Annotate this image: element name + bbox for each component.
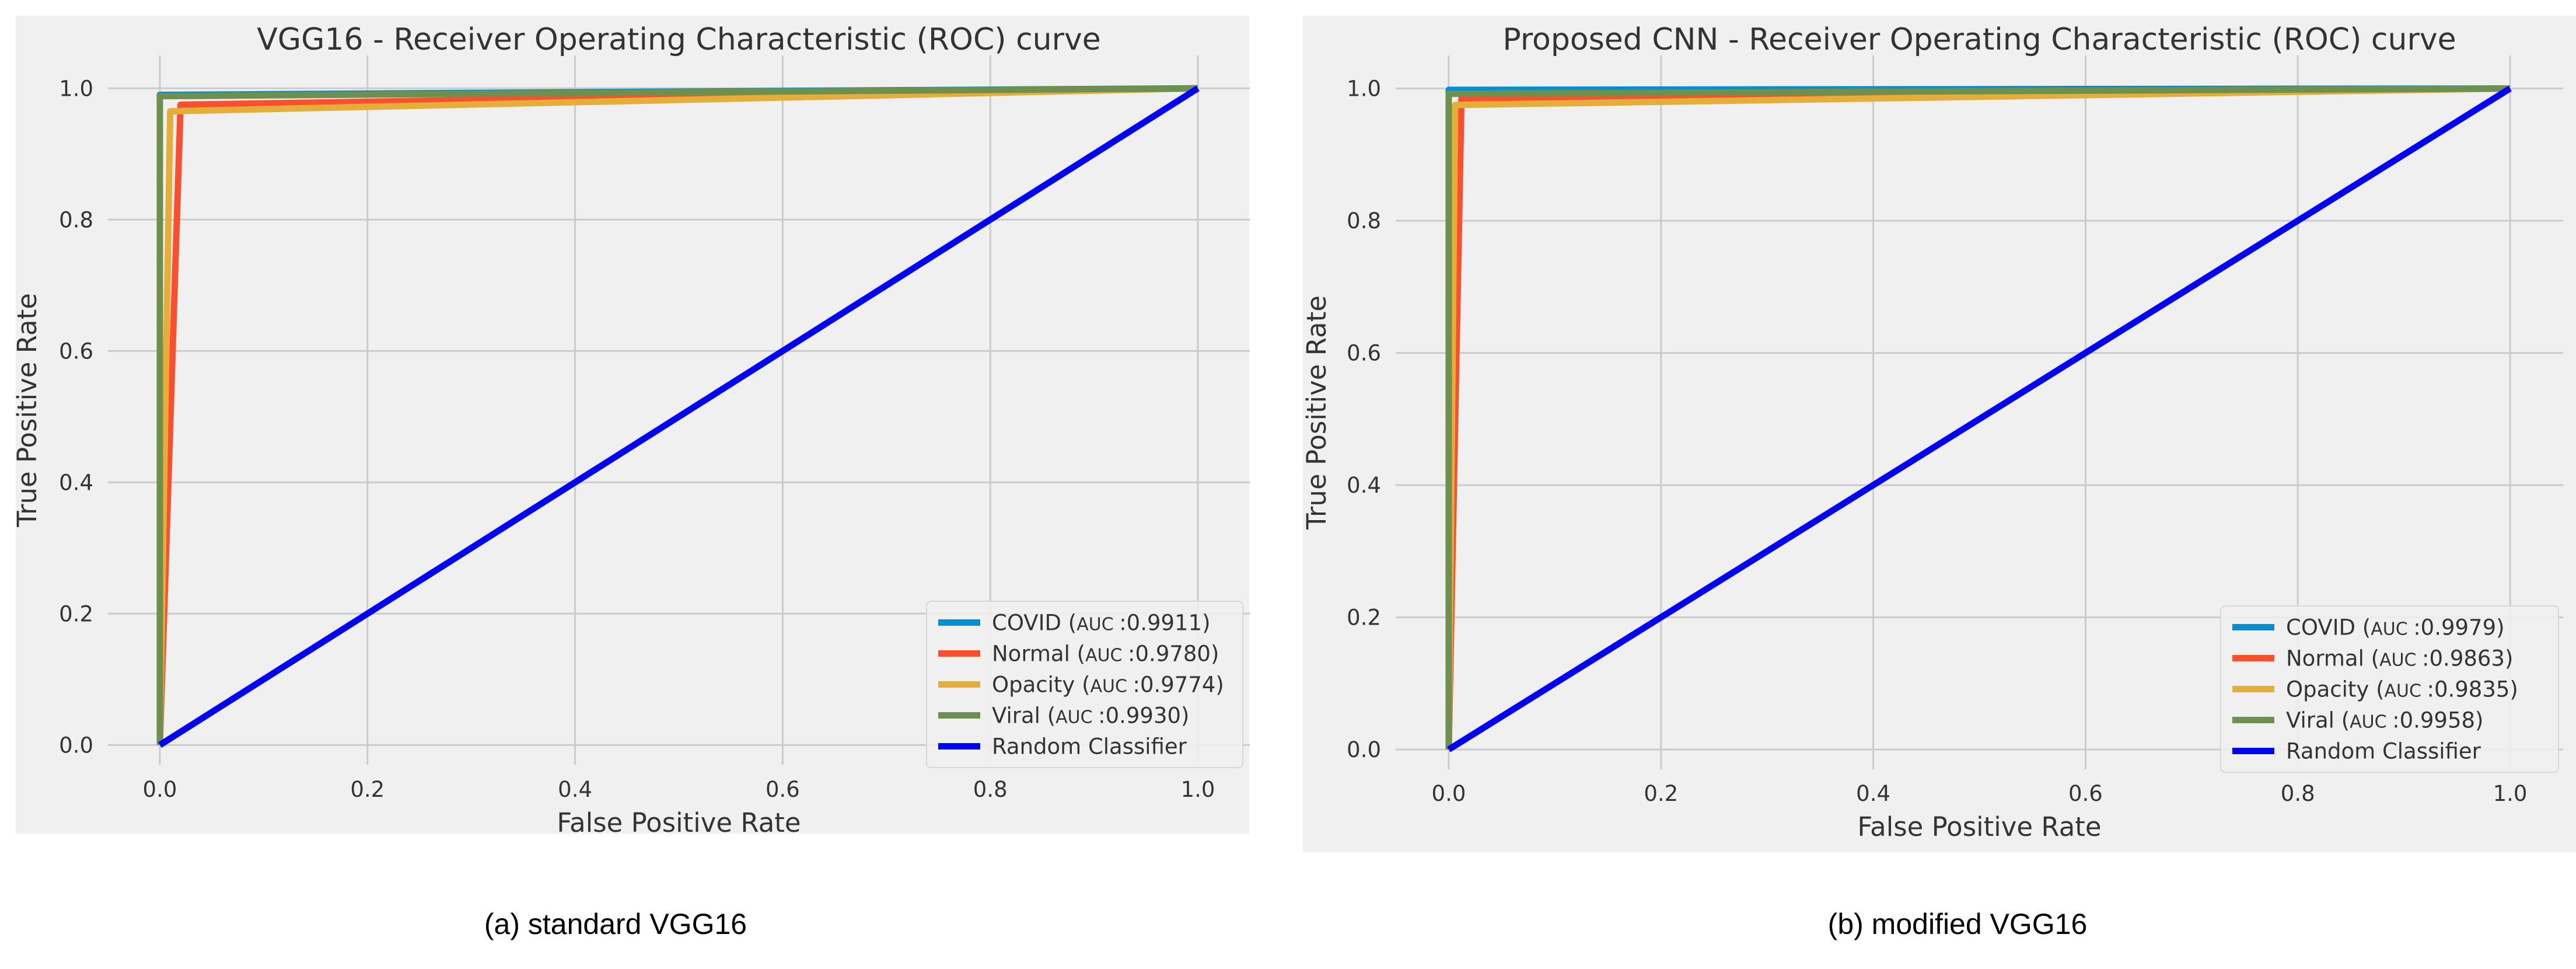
series-line-viral xyxy=(156,85,1198,745)
y-tick-label: 0.0 xyxy=(1347,737,1381,762)
series-line-opacity xyxy=(156,85,1198,745)
x-tick-label: 1.0 xyxy=(2493,781,2528,806)
legend-entry-label: COVID (AUC :0.9911) xyxy=(992,611,1211,636)
y-tick-label: 1.0 xyxy=(59,76,93,101)
legend-entry-label: Normal (AUC :0.9780) xyxy=(992,642,1219,667)
legend-entry-label: Normal (AUC :0.9863) xyxy=(2286,646,2513,671)
chart-title: Proposed CNN - Receiver Operating Charac… xyxy=(1502,22,2456,57)
y-axis-label: True Positive Rate xyxy=(1301,295,1332,530)
y-tick-label: 0.6 xyxy=(1347,341,1381,366)
x-tick-label: 0.4 xyxy=(558,777,592,802)
chart-panel-2: 0.0 0.2 0.4 0.6 0.8 1.0 0.0 0.2 0.4 0.6 0.8 1.0 Prop… xyxy=(1301,16,2576,852)
y-tick-label: 0.0 xyxy=(59,733,93,758)
legend-entry-label: Random Classifier xyxy=(992,734,1187,759)
legend-entry-label: COVID (AUC :0.9979) xyxy=(2286,615,2505,640)
x-tick-label: 0.2 xyxy=(350,777,385,802)
y-tick-label: 1.0 xyxy=(1347,76,1381,102)
x-tick-label: 0.4 xyxy=(1856,781,1890,806)
legend: COVID (AUC :0.9979) Normal (AUC :0.9863) O… xyxy=(2220,605,2559,773)
legend: COVID (AUC :0.9911) Normal (AUC :0.9780) O… xyxy=(926,601,1243,768)
chart-panel-1: 0.0 0.2 0.4 0.6 0.8 1.0 0.0 0.2 0.4 0.6 0.8 1.0 VGG1… xyxy=(12,16,1250,838)
x-tick-label: 0.8 xyxy=(2281,781,2315,806)
x-axis-label: False Positive Rate xyxy=(1857,811,2101,842)
legend-entry-label: Viral (AUC :0.9958) xyxy=(2286,708,2484,733)
y-tick-label: 0.8 xyxy=(1347,208,1381,233)
legend-frame xyxy=(926,601,1243,768)
x-tick-label: 0.0 xyxy=(143,777,177,802)
legend-entry-label: Opacity (AUC :0.9835) xyxy=(2286,677,2518,702)
y-tick-label: 0.2 xyxy=(59,601,93,626)
x-tick-label: 0.8 xyxy=(973,777,1008,802)
y-axis-label: True Positive Rate xyxy=(12,293,43,528)
legend-entry-label: Random Classifier xyxy=(2286,739,2481,764)
y-tick-label: 0.6 xyxy=(59,339,93,364)
legend-frame xyxy=(2220,605,2559,773)
y-tick-label: 0.4 xyxy=(59,470,93,495)
series-line-random-classifier xyxy=(1447,85,2512,752)
figure-caption: (a) standard VGG16 xyxy=(484,908,747,940)
chart-title: VGG16 - Receiver Operating Characteristi… xyxy=(257,22,1101,57)
y-tick-label: 0.8 xyxy=(59,207,93,232)
series-line-viral xyxy=(1445,85,2511,750)
x-tick-label: 1.0 xyxy=(1181,777,1215,802)
series-line-random-classifier xyxy=(158,85,1200,748)
y-tick-label: 0.4 xyxy=(1347,473,1381,498)
x-tick-label: 0.6 xyxy=(766,777,800,802)
x-axis-label: False Positive Rate xyxy=(557,807,801,838)
y-tick-label: 0.2 xyxy=(1347,605,1381,630)
x-tick-label: 0.0 xyxy=(1432,781,1466,806)
x-tick-label: 0.2 xyxy=(1644,781,1678,806)
legend-entry-label: Opacity (AUC :0.9774) xyxy=(992,672,1224,698)
figure-caption: (b) modified VGG16 xyxy=(1828,908,2088,940)
x-tick-label: 0.6 xyxy=(2068,781,2103,806)
legend-entry-label: Viral (AUC :0.9930) xyxy=(992,703,1190,729)
